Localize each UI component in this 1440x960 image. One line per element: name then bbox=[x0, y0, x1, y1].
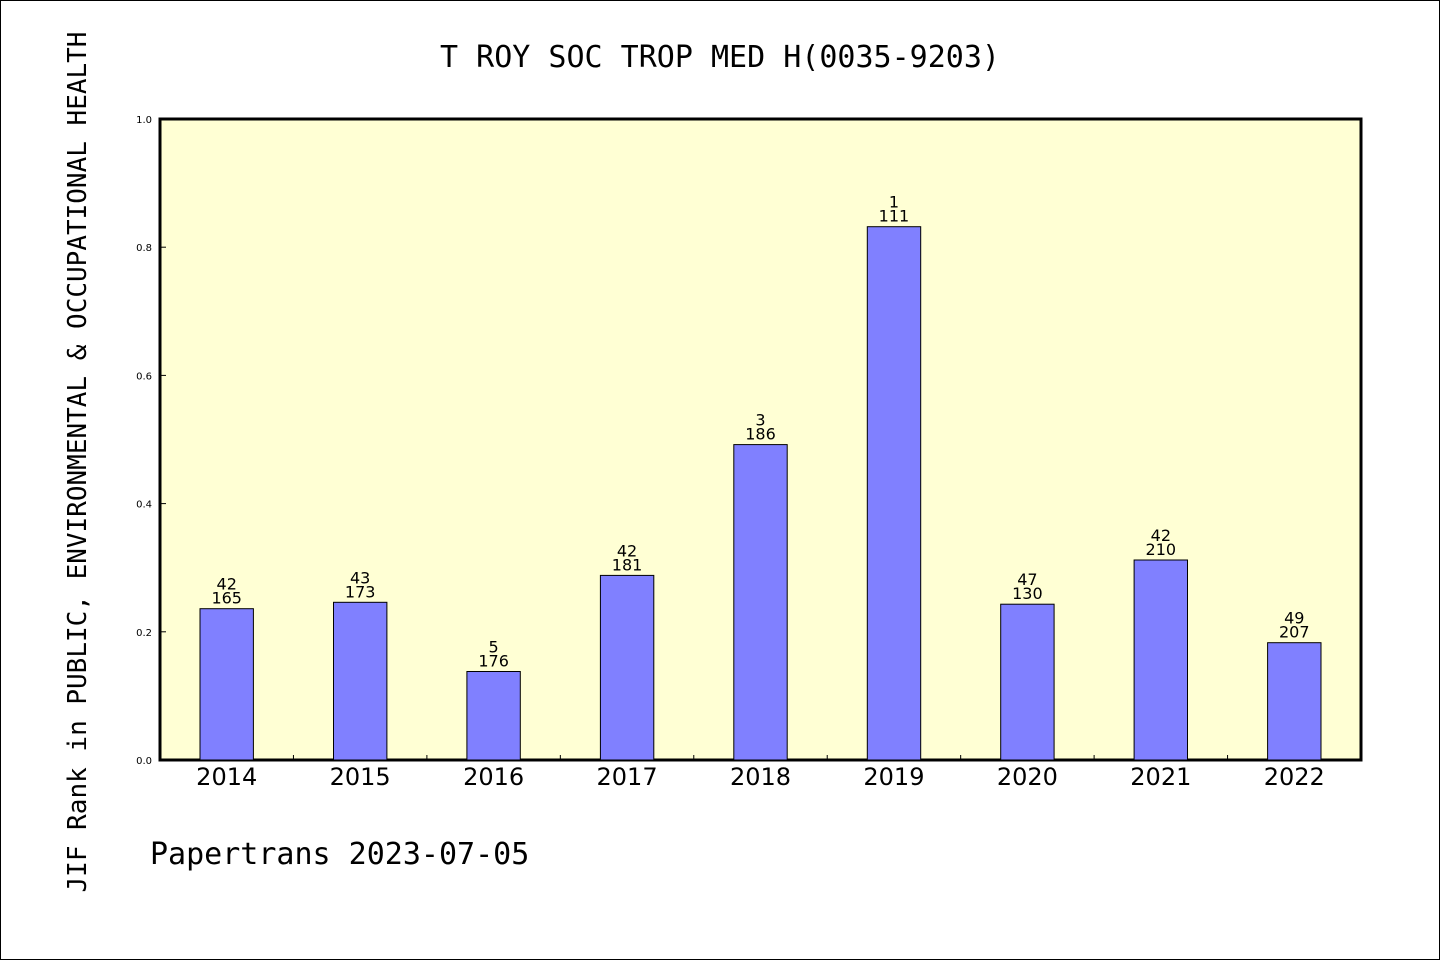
bar-2018 bbox=[733, 444, 788, 761]
bar-2017 bbox=[599, 574, 655, 761]
y-tick-label: 0.6 bbox=[136, 371, 152, 382]
x-tick-label: 2021 bbox=[1130, 763, 1191, 791]
y-axis-ticks: 0.0 0.2 0.4 0.6 0.8 1.0 bbox=[136, 115, 166, 767]
x-tick-label: 2015 bbox=[330, 763, 391, 791]
bar-rank-label: 3 bbox=[755, 411, 765, 430]
bar-total-label: 181 bbox=[612, 555, 643, 574]
bar-total-label: 173 bbox=[345, 582, 376, 601]
bar-2019 bbox=[866, 226, 922, 761]
bar-rank-label: 42 bbox=[617, 541, 637, 560]
bar-rank-label: 42 bbox=[217, 575, 237, 594]
bar-2022 bbox=[1267, 642, 1322, 761]
x-tick-label: 2020 bbox=[997, 763, 1058, 791]
y-tick-label: 1.0 bbox=[136, 115, 152, 126]
x-tick-label: 2014 bbox=[196, 763, 257, 791]
y-tick-label: 0.0 bbox=[136, 756, 152, 767]
bar-rank-label: 43 bbox=[350, 568, 370, 587]
bar-2015 bbox=[333, 601, 388, 761]
x-tick-label: 2022 bbox=[1264, 763, 1325, 791]
bar-2014 bbox=[199, 608, 254, 761]
bar-rank-label: 49 bbox=[1284, 609, 1304, 628]
footer-credit: Papertrans 2023-07-05 bbox=[150, 837, 529, 872]
y-tick-label: 0.4 bbox=[136, 500, 152, 511]
bar-rank-label: 1 bbox=[889, 193, 899, 212]
bar-total-label: 186 bbox=[745, 425, 776, 444]
bar-rank-label: 47 bbox=[1017, 570, 1037, 589]
bar-rank-label: 42 bbox=[1151, 526, 1171, 545]
y-tick-label: 0.8 bbox=[136, 243, 152, 254]
bar-total-label: 130 bbox=[1012, 584, 1043, 603]
bar-rank-label: 5 bbox=[489, 638, 499, 657]
x-tick-label: 2018 bbox=[730, 763, 791, 791]
bar-total-label: 111 bbox=[879, 207, 910, 226]
bars: 4216543173517642181318611114713042210492… bbox=[199, 193, 1322, 761]
bar-total-label: 165 bbox=[211, 589, 242, 608]
x-tick-label: 2017 bbox=[597, 763, 658, 791]
y-tick-label: 0.2 bbox=[136, 628, 152, 639]
bar-total-label: 176 bbox=[478, 652, 509, 671]
bar-2021 bbox=[1133, 559, 1188, 761]
x-tick-label: 2016 bbox=[463, 763, 524, 791]
bar-total-label: 210 bbox=[1146, 540, 1177, 559]
y-axis-label: JIF Rank in PUBLIC, ENVIRONMENTAL & OCCU… bbox=[63, 32, 93, 893]
bar-total-label: 207 bbox=[1279, 623, 1310, 642]
bar-2016 bbox=[466, 671, 521, 761]
bar-2020 bbox=[1000, 603, 1055, 761]
x-tick-label: 2019 bbox=[863, 763, 924, 791]
chart-title: T ROY SOC TROP MED H(0035-9203) bbox=[440, 40, 1000, 75]
x-axis-ticks: 2014 2015 2016 2017 2018 2019 2020 2021 2022 bbox=[196, 755, 1325, 791]
